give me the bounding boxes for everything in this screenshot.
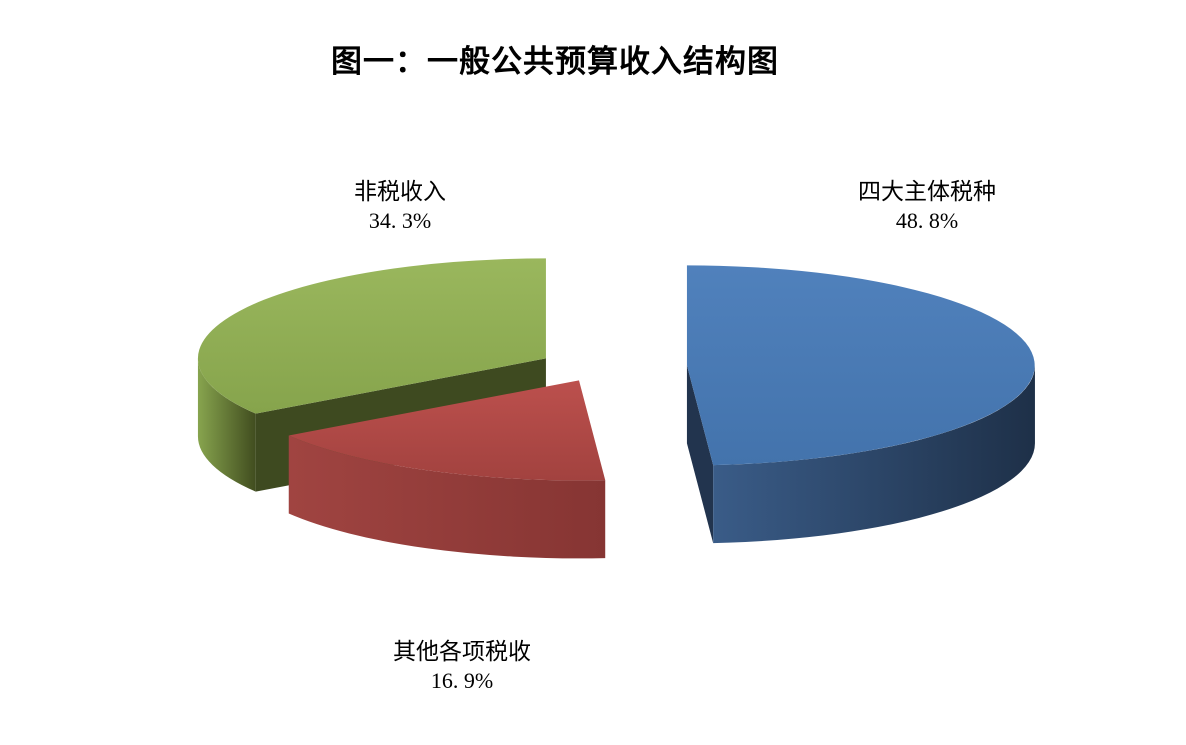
slice-label-text: 其他各项税收 bbox=[393, 639, 531, 664]
slice-label-text: 四大主体税种 bbox=[858, 179, 996, 204]
pie-slice-non-tax-revenue-top bbox=[197, 258, 546, 414]
pie-slice-other-taxes-side-wall bbox=[288, 435, 606, 559]
slice-label-four-major-taxes: 四大主体税种 48. 8% bbox=[858, 179, 996, 234]
slice-label-non-tax-revenue: 非税收入 34. 3% bbox=[354, 179, 446, 234]
slice-label-other-taxes: 其他各项税收 16. 9% bbox=[393, 639, 531, 694]
slice-label-text: 非税收入 bbox=[354, 179, 446, 204]
pie-slice-four-major-taxes-cut-face bbox=[686, 365, 714, 544]
pie-slice-non-tax-revenue-side-wall bbox=[197, 358, 256, 492]
pie-slice-four-major-taxes-top bbox=[686, 265, 1035, 466]
slice-label-percent: 34. 3% bbox=[368, 208, 432, 233]
pie-slice-four-major-taxes-side-wall bbox=[713, 365, 1035, 544]
chart-title: 图一：一般公共预算收入结构图 bbox=[331, 44, 779, 79]
pie-slice-other-taxes-top bbox=[288, 380, 606, 481]
slice-label-percent: 48. 8% bbox=[895, 208, 959, 233]
slice-label-percent: 16. 9% bbox=[430, 668, 494, 693]
